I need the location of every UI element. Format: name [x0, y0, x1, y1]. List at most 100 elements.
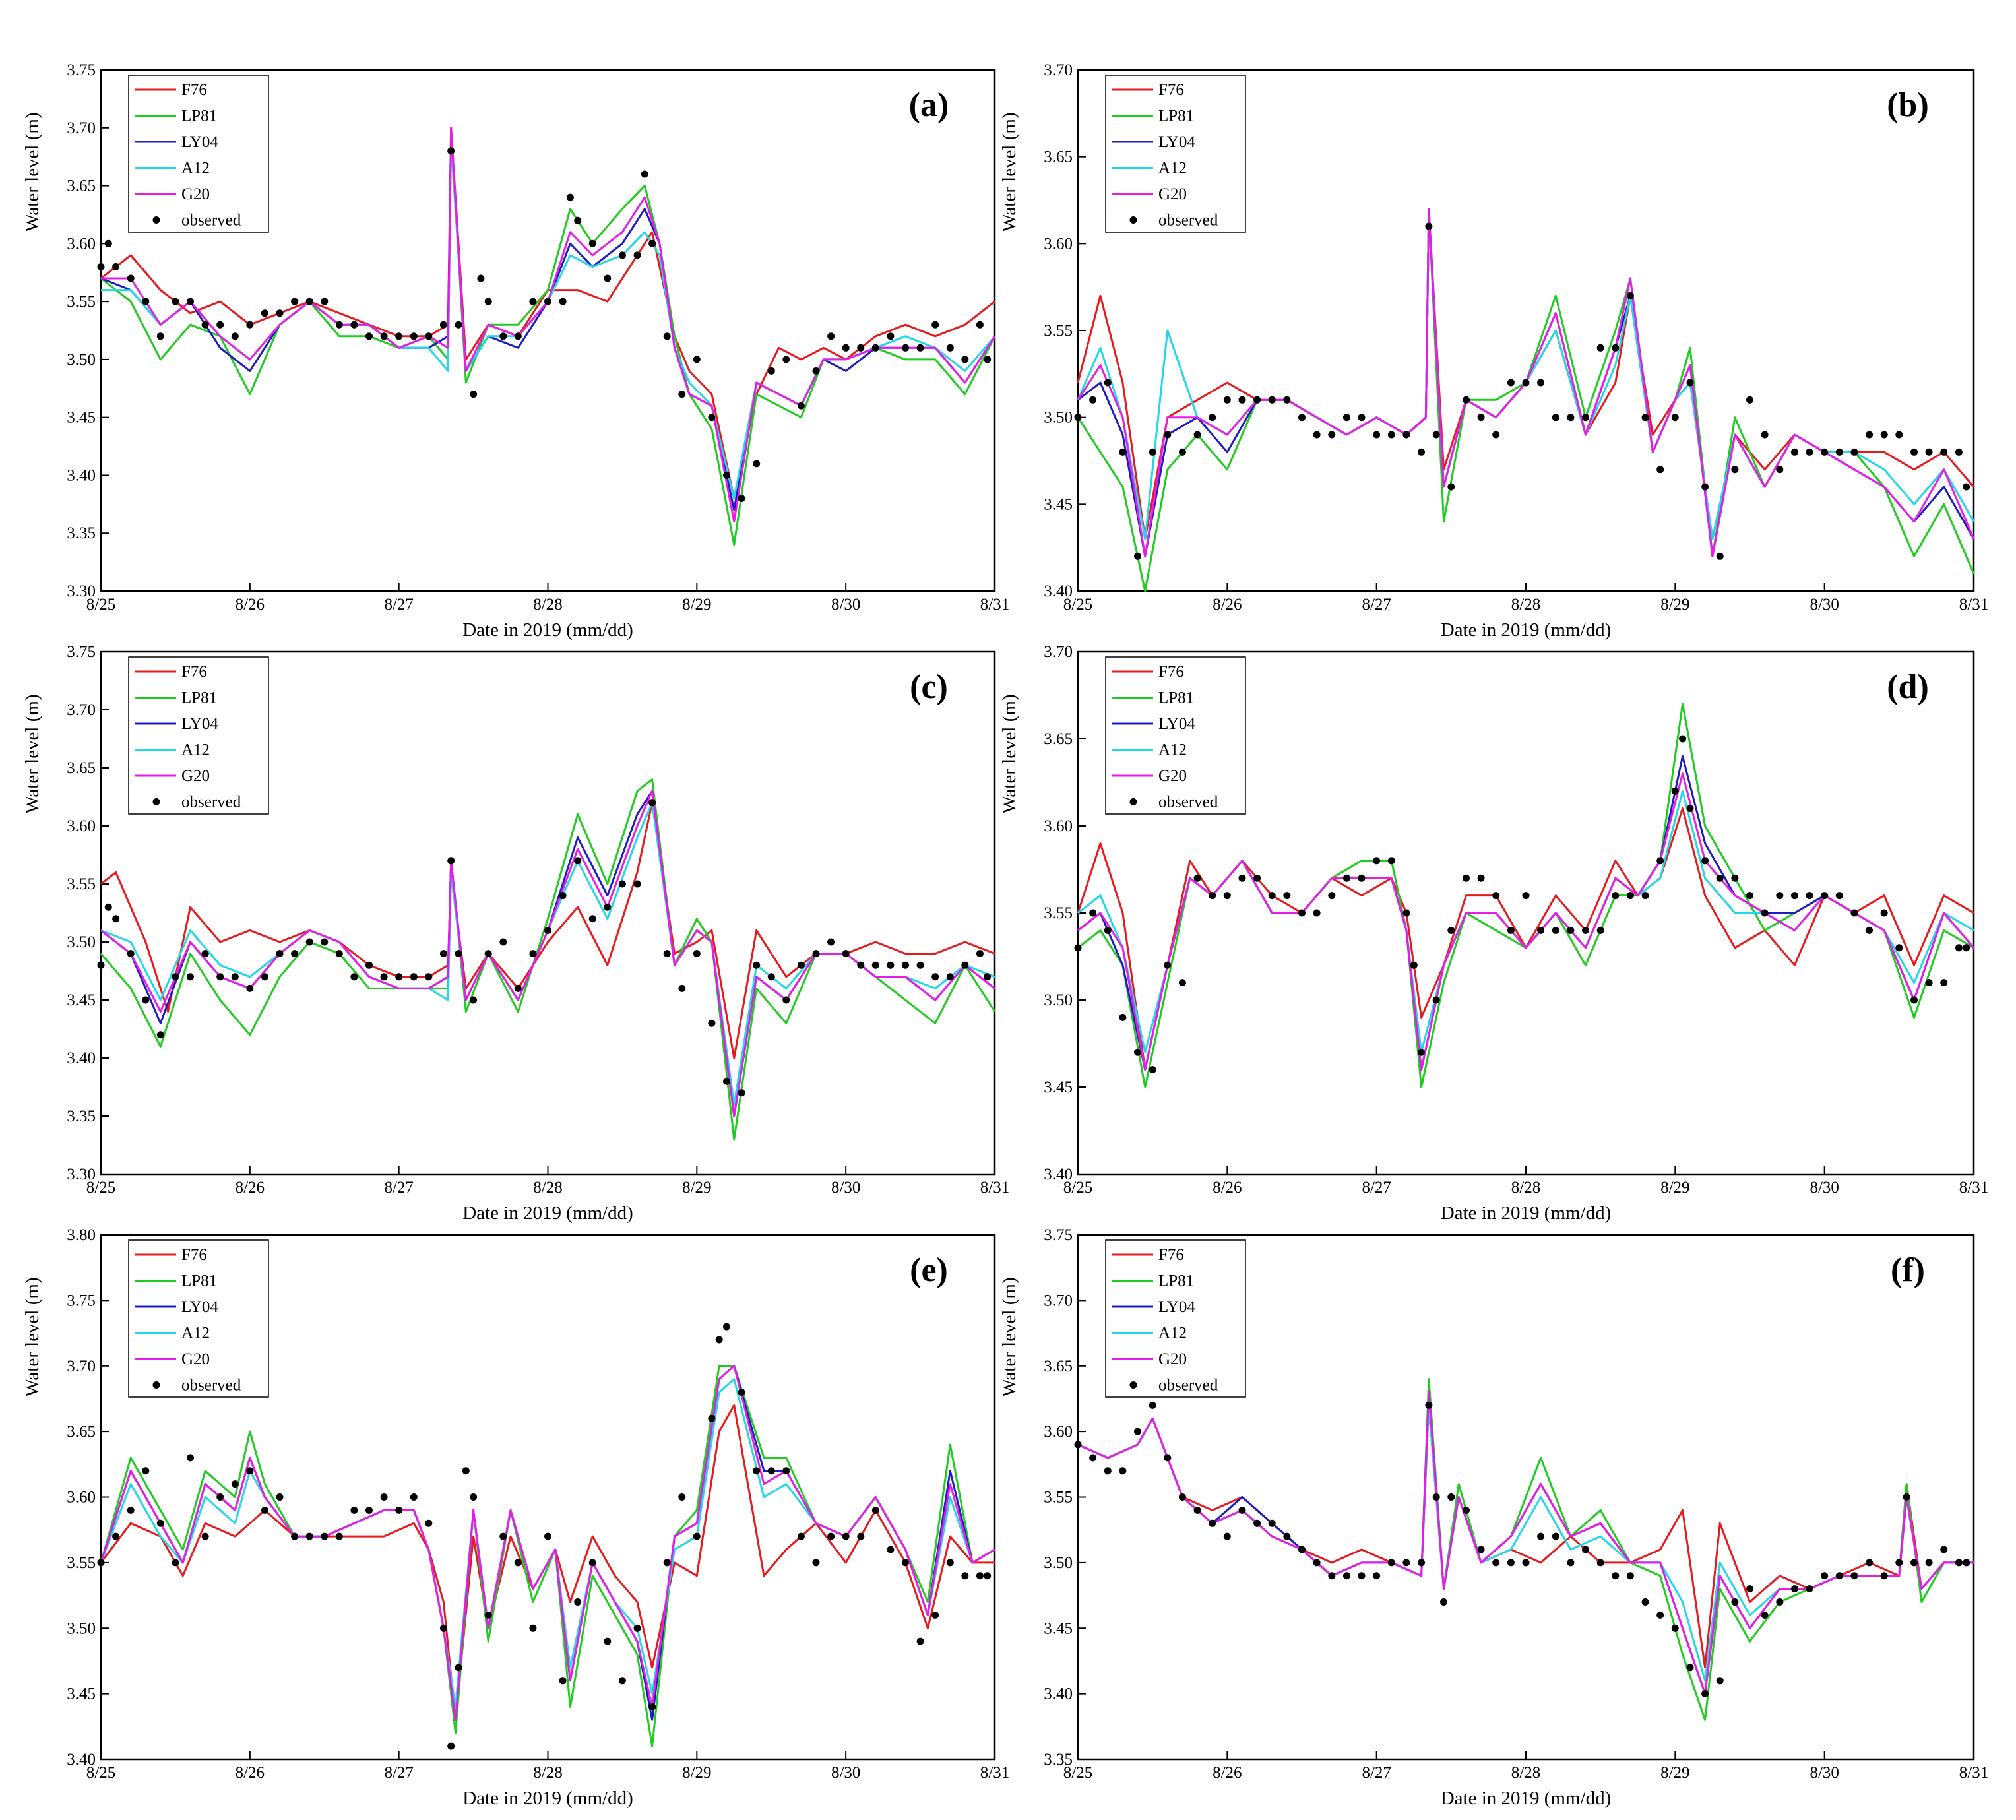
observed-point	[1522, 379, 1530, 387]
panel-label: (a)	[909, 86, 949, 124]
observed-point	[1641, 892, 1649, 900]
x-tick-label: 8/27	[1362, 1179, 1391, 1197]
observed-point	[678, 984, 686, 992]
observed-point	[484, 298, 492, 305]
y-tick-label: 3.50	[67, 933, 96, 951]
observed-point	[782, 1467, 790, 1475]
observed-point	[633, 1624, 641, 1632]
y-tick-label: 3.40	[1044, 1166, 1073, 1183]
observed-point	[1209, 414, 1216, 422]
observed-point	[291, 1532, 299, 1540]
legend-box	[128, 1239, 269, 1398]
observed-point	[1790, 892, 1798, 900]
observed-point	[1925, 448, 1933, 456]
observed-point	[604, 903, 612, 911]
observed-point	[1850, 909, 1858, 917]
observed-point	[633, 880, 641, 888]
observed-point	[782, 356, 790, 363]
observed-point	[201, 321, 209, 329]
x-tick-label: 8/27	[384, 1764, 413, 1782]
observed-point	[1731, 466, 1739, 474]
observed-point	[1776, 466, 1784, 474]
observed-point	[112, 263, 120, 270]
observed-point	[499, 332, 507, 340]
observed-point	[1492, 1559, 1500, 1567]
legend-label: A12	[181, 160, 210, 177]
observed-point	[1342, 1572, 1350, 1580]
observed-point	[1522, 1559, 1530, 1567]
observed-point	[477, 274, 485, 282]
legend-label: G20	[1158, 1350, 1187, 1368]
x-tick-label: 8/29	[682, 1179, 711, 1197]
observed-point	[1895, 431, 1903, 439]
observed-point	[1164, 431, 1172, 439]
observed-point	[976, 950, 984, 958]
legend-label: observed	[181, 212, 241, 230]
observed-point	[1656, 1611, 1664, 1619]
observed-point	[857, 344, 865, 352]
observed-point	[216, 973, 224, 981]
observed-point	[1850, 448, 1858, 456]
observed-point	[1866, 431, 1874, 439]
observed-point	[380, 1493, 388, 1501]
observed-point	[1835, 448, 1843, 456]
x-tick-label: 8/31	[980, 596, 1009, 613]
legend-label: observed	[1158, 212, 1218, 230]
legend-label: observed	[181, 1377, 241, 1395]
observed-point	[1686, 805, 1694, 813]
observed-point	[767, 367, 775, 375]
observed-point	[97, 263, 105, 270]
observed-point	[1821, 892, 1829, 900]
observed-point	[1418, 448, 1426, 456]
x-tick-label: 8/30	[1810, 1764, 1839, 1782]
series-line-g20	[1077, 772, 1975, 1071]
legend-marker-observed	[152, 798, 160, 805]
observed-point	[514, 332, 522, 340]
panel-d: 3.40 3.45 3.50 3.55 3.60 3.65 3.70 8/25 8/26 8/27…	[999, 643, 1988, 1224]
y-tick-label: 3.75	[67, 61, 96, 79]
observed-point	[753, 460, 761, 468]
y-tick-label: 3.65	[1044, 1358, 1073, 1375]
observed-point	[1342, 414, 1350, 422]
observed-point	[1612, 344, 1620, 352]
y-tick-label: 3.55	[1044, 904, 1073, 922]
legend-label: observed	[1158, 794, 1218, 811]
y-tick-label: 3.45	[67, 409, 96, 427]
legend-label: G20	[1158, 185, 1187, 203]
observed-point	[1149, 448, 1156, 456]
observed-point	[305, 298, 313, 305]
observed-point	[395, 973, 403, 981]
observed-point	[1701, 1690, 1709, 1698]
observed-point	[484, 1611, 492, 1619]
series-line-g20	[100, 1365, 995, 1721]
y-tick-label: 3.45	[67, 1685, 96, 1703]
observed-point	[156, 332, 164, 340]
observed-point	[380, 973, 388, 981]
observed-point	[1432, 996, 1440, 1004]
observed-point	[1596, 344, 1604, 352]
observed-point	[1463, 1506, 1470, 1514]
y-tick-label: 3.70	[1044, 643, 1073, 661]
observed-point	[1567, 1559, 1575, 1567]
observed-point	[693, 1532, 701, 1540]
observed-point	[1134, 1048, 1141, 1056]
observed-point	[410, 1493, 418, 1501]
observed-point	[439, 950, 447, 958]
observed-point	[1149, 1401, 1156, 1409]
legend-label: F76	[181, 663, 207, 681]
x-axis-title: Date in 2019 (mm/dd)	[462, 1203, 633, 1224]
observed-point	[1463, 874, 1470, 882]
observed-point	[1223, 892, 1231, 900]
observed-point	[1238, 874, 1246, 882]
x-tick-label: 8/25	[1063, 1179, 1092, 1197]
observed-point	[1582, 926, 1589, 934]
series-line-g20	[1077, 1391, 1974, 1695]
observed-point	[708, 1019, 716, 1027]
observed-point	[1806, 448, 1813, 456]
observed-point	[172, 1559, 179, 1567]
x-tick-label: 8/27	[384, 596, 413, 613]
observed-point	[1209, 892, 1216, 900]
observed-point	[1963, 1559, 1970, 1567]
observed-point	[1671, 1624, 1679, 1632]
observed-point	[1492, 431, 1500, 439]
